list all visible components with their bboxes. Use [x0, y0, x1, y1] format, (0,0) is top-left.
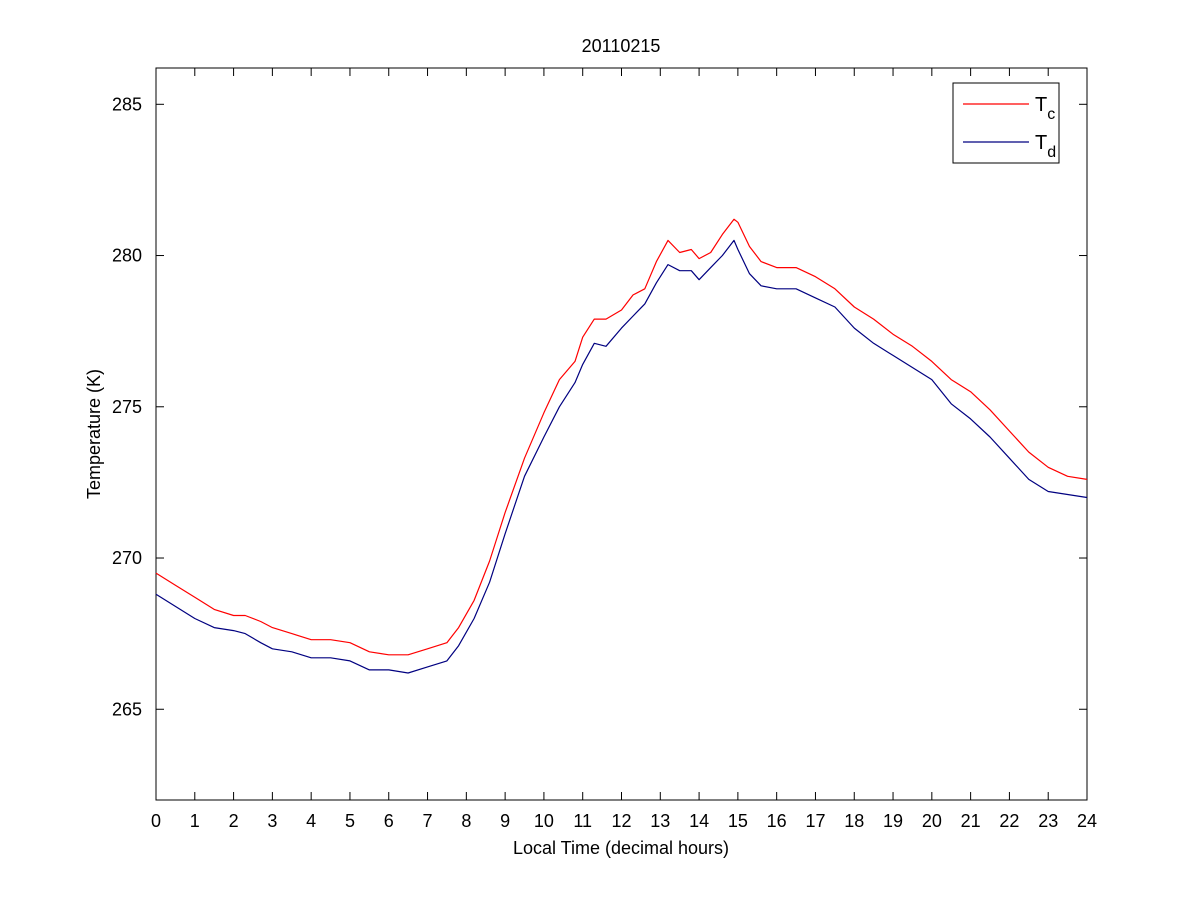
plot-area: 0 1 2 3 4 5 6 7 8 9 10 11 12 13 14 15 16 17 18 19 20 21 22 23 24… [112, 67, 1097, 831]
x-tick-label: 5 [345, 811, 355, 831]
x-tick-label: 17 [805, 811, 825, 831]
x-tick-label: 2 [229, 811, 239, 831]
x-tick-label: 10 [534, 811, 554, 831]
x-tick-label: 9 [500, 811, 510, 831]
x-tick-label: 24 [1077, 811, 1097, 831]
x-tick-label: 23 [1038, 811, 1058, 831]
legend-label-subscript: d [1047, 144, 1056, 161]
series-line-t-d [155, 239, 1088, 674]
legend-box [952, 82, 1060, 164]
legend-label-d: Td [1035, 132, 1056, 161]
x-tick-label: 7 [423, 811, 433, 831]
x-tick-label: 6 [384, 811, 394, 831]
x-tick-label: 3 [267, 811, 277, 831]
x-tick-label: 8 [461, 811, 471, 831]
x-tick-label: 19 [883, 811, 903, 831]
y-tick-label: 275 [112, 397, 142, 417]
x-tick-label: 16 [767, 811, 787, 831]
legend-label-main: T [1035, 132, 1047, 154]
x-tick-label: 14 [689, 811, 709, 831]
x-tick-label: 0 [151, 811, 161, 831]
axes-box [155, 67, 1088, 801]
x-tick-label: 12 [611, 811, 631, 831]
y-tick-label: 265 [112, 699, 142, 719]
x-axis-label: Local Time (decimal hours) [513, 838, 729, 858]
y-tick-label: 270 [112, 548, 142, 568]
x-tick-label: 18 [844, 811, 864, 831]
x-tick-label: 21 [961, 811, 981, 831]
legend-label-main: T [1035, 94, 1047, 116]
x-tick-label: 4 [306, 811, 316, 831]
chart-title: 20110215 [582, 36, 661, 56]
legend-label-c: Tc [1035, 94, 1055, 123]
x-tick-label: 15 [728, 811, 748, 831]
x-tick-label: 1 [190, 811, 200, 831]
x-tick-label: 20 [922, 811, 942, 831]
legend-label-subscript: c [1047, 106, 1055, 123]
y-axis-label: Temperature (K) [84, 369, 104, 499]
series-line-t-c [155, 218, 1088, 656]
y-tick-label: 285 [112, 94, 142, 114]
y-tick-label: 280 [112, 246, 142, 266]
x-tick-label: 22 [999, 811, 1019, 831]
x-tick-label: 11 [573, 811, 592, 831]
x-tick-label: 13 [650, 811, 670, 831]
